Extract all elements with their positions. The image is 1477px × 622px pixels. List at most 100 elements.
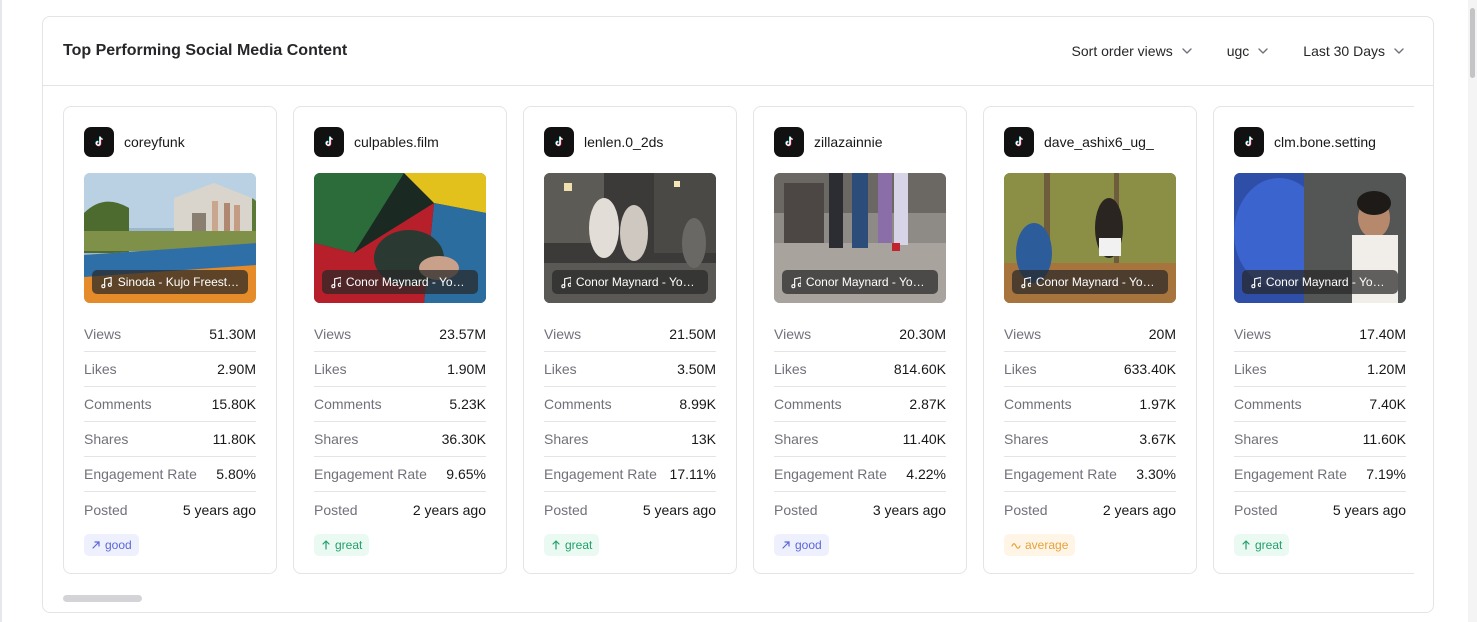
chevron-down-icon <box>1258 48 1268 54</box>
content-type-label: ugc <box>1226 43 1250 59</box>
stat-label: Comments <box>314 396 382 412</box>
music-tag: Conor Maynard - Your Song <box>552 270 708 294</box>
stat-row-posted: Posted 2 years ago <box>314 492 486 527</box>
stat-label: Engagement Rate <box>544 466 657 482</box>
stat-row-likes: Likes 814.60K <box>774 352 946 387</box>
username[interactable]: lenlen.0_2ds <box>584 134 664 150</box>
date-range-dropdown[interactable]: Last 30 Days <box>1303 43 1405 59</box>
content-card[interactable]: clm.bone.setting Conor Maynard - Your So… <box>1213 106 1414 574</box>
music-title: Conor Maynard - Your Song <box>575 275 700 289</box>
stat-value: 3 years ago <box>872 501 946 518</box>
music-tag: Conor Maynard - Your Song <box>322 270 478 294</box>
content-card[interactable]: culpables.film Conor Maynard - Your Song… <box>293 106 507 574</box>
stat-row-likes: Likes 3.50M <box>544 352 716 387</box>
stat-label: Views <box>314 326 352 342</box>
username[interactable]: dave_ashix6_ug_ <box>1044 134 1154 150</box>
stat-row-engagement-rate: Engagement Rate 5.80% <box>84 457 256 492</box>
cards-carousel[interactable]: coreyfunk Sinoda - Kujo Freestyle Views … <box>63 106 1414 576</box>
stat-value: 17.11% <box>669 466 716 482</box>
video-thumbnail[interactable]: Conor Maynard - Your Song <box>544 173 716 303</box>
stat-row-engagement-rate: Engagement Rate 9.65% <box>314 457 486 492</box>
tiktok-icon <box>84 127 114 157</box>
stat-row-posted: Posted 5 years ago <box>1234 492 1406 527</box>
stat-row-shares: Shares 11.80K <box>84 422 256 457</box>
music-tag: Conor Maynard - Your Song <box>782 270 938 294</box>
stat-row-engagement-rate: Engagement Rate 17.11% <box>544 457 716 492</box>
stat-label: Comments <box>774 396 842 412</box>
music-title: Conor Maynard - Your Song <box>1265 275 1390 289</box>
video-thumbnail[interactable]: Conor Maynard - Your Song <box>774 173 946 303</box>
stat-value: 3.67K <box>1139 431 1176 447</box>
stat-row-posted: Posted 5 years ago <box>544 492 716 527</box>
stat-label: Shares <box>314 431 359 447</box>
stat-label: Likes <box>544 361 577 377</box>
video-thumbnail[interactable]: Conor Maynard - Your Song <box>314 173 486 303</box>
chevron-down-icon <box>1394 48 1404 54</box>
horizontal-scrollbar-thumb[interactable] <box>63 595 142 602</box>
content-card[interactable]: dave_ashix6_ug_ Conor Maynard - Your Son… <box>983 106 1197 574</box>
username[interactable]: clm.bone.setting <box>1274 134 1376 150</box>
username[interactable]: culpables.film <box>354 134 439 150</box>
stat-row-engagement-rate: Engagement Rate 3.30% <box>1004 457 1176 492</box>
stat-label: Views <box>774 326 812 342</box>
stat-value: 8.99K <box>679 396 716 412</box>
username[interactable]: coreyfunk <box>124 134 185 150</box>
badge-label: great <box>335 538 363 552</box>
content-card[interactable]: coreyfunk Sinoda - Kujo Freestyle Views … <box>63 106 277 574</box>
vertical-scrollbar-thumb[interactable] <box>1470 8 1475 78</box>
card-header: dave_ashix6_ug_ <box>1004 127 1176 157</box>
content-card[interactable]: zillazainnie Conor Maynard - Your Song V… <box>753 106 967 574</box>
video-thumbnail[interactable]: Conor Maynard - Your Song <box>1004 173 1176 303</box>
stat-row-likes: Likes 1.20M <box>1234 352 1406 387</box>
music-tag: Conor Maynard - Your Song <box>1242 270 1398 294</box>
arrow-up-icon <box>1241 540 1251 550</box>
stat-value: 23.57M <box>439 326 486 342</box>
wave-icon <box>1011 540 1021 550</box>
stat-row-comments: Comments 8.99K <box>544 387 716 422</box>
window-edge <box>0 0 2 622</box>
video-thumbnail[interactable]: Conor Maynard - Your Song <box>1234 173 1406 303</box>
stat-label: Shares <box>84 431 129 447</box>
stat-row-views: Views 21.50M <box>544 317 716 352</box>
tiktok-icon <box>1004 127 1034 157</box>
stat-row-comments: Comments 1.97K <box>1004 387 1176 422</box>
stat-label: Engagement Rate <box>1004 466 1117 482</box>
sort-order-dropdown[interactable]: Sort order views <box>1072 43 1193 59</box>
stat-row-likes: Likes 2.90M <box>84 352 256 387</box>
stat-row-comments: Comments 5.23K <box>314 387 486 422</box>
stat-label: Engagement Rate <box>314 466 427 482</box>
card-header: clm.bone.setting <box>1234 127 1406 157</box>
stat-value: 7.40K <box>1369 396 1406 412</box>
stat-value: 36.30K <box>441 431 486 447</box>
music-icon <box>100 276 113 289</box>
badge-label: average <box>1025 538 1069 552</box>
stat-value: 633.40K <box>1123 361 1176 377</box>
stat-value: 4.22% <box>906 466 946 482</box>
stat-label: Shares <box>544 431 589 447</box>
stat-label: Views <box>544 326 582 342</box>
stat-value: 5.80% <box>216 466 256 482</box>
panel-title: Top Performing Social Media Content <box>63 42 348 59</box>
stat-label: Shares <box>1234 431 1279 447</box>
stat-label: Engagement Rate <box>774 466 887 482</box>
video-thumbnail[interactable]: Sinoda - Kujo Freestyle <box>84 173 256 303</box>
stat-label: Likes <box>1004 361 1037 377</box>
stat-row-shares: Shares 3.67K <box>1004 422 1176 457</box>
username[interactable]: zillazainnie <box>814 134 883 150</box>
badge-label: good <box>105 538 132 552</box>
badge-label: good <box>795 538 822 552</box>
performance-badge: great <box>314 534 370 556</box>
stat-value: 2 years ago <box>412 501 486 518</box>
stat-value: 3.50M <box>677 361 716 377</box>
stat-label: Views <box>84 326 122 342</box>
stat-label: Posted <box>314 501 358 518</box>
date-range-label: Last 30 Days <box>1303 43 1385 59</box>
vertical-scrollbar[interactable] <box>1468 0 1477 622</box>
stat-value: 21.50M <box>669 326 716 342</box>
stat-row-views: Views 23.57M <box>314 317 486 352</box>
stat-value: 11.80K <box>212 431 256 447</box>
content-card[interactable]: lenlen.0_2ds Conor Maynard - Your Song V… <box>523 106 737 574</box>
music-title: Sinoda - Kujo Freestyle <box>117 275 240 289</box>
stat-value: 1.97K <box>1139 396 1176 412</box>
content-type-dropdown[interactable]: ugc <box>1227 43 1270 59</box>
